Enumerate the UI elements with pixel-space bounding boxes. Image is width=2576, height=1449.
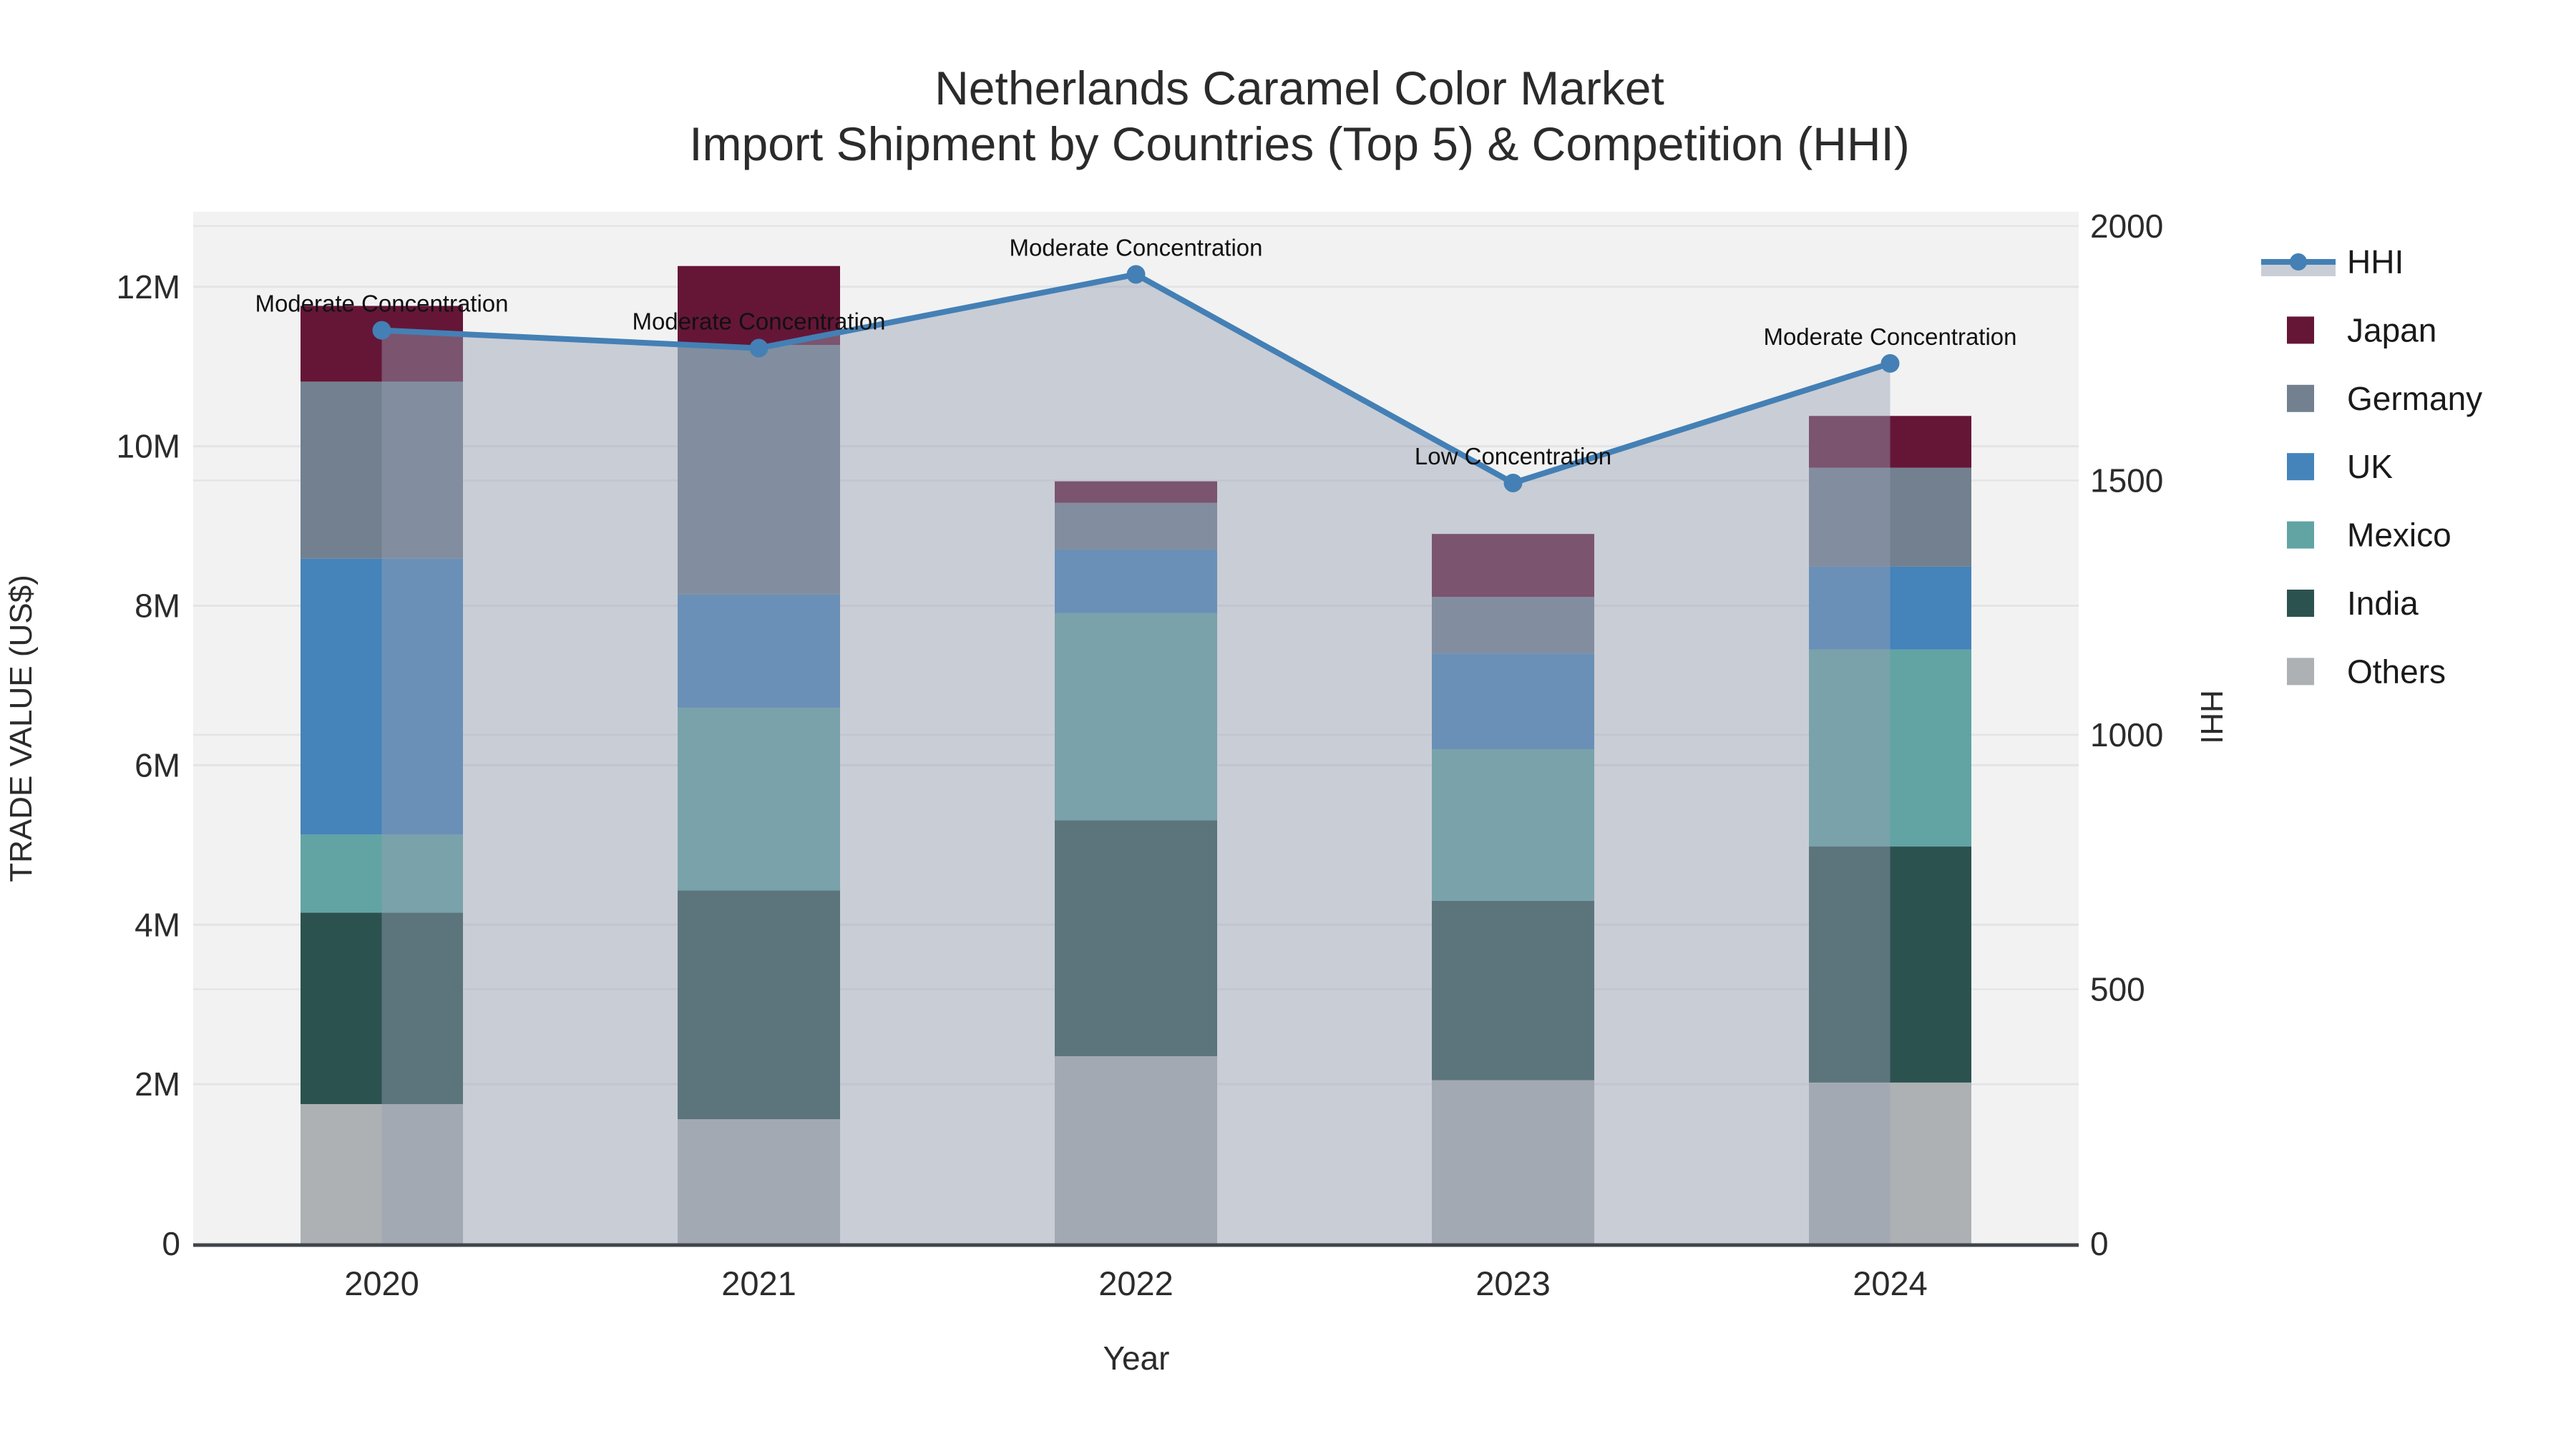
y-left-tick-10M: 10M — [117, 428, 180, 465]
legend-label-uk: UK — [2347, 448, 2393, 485]
x-tick-2024: 2024 — [1853, 1264, 1928, 1302]
chart-subtitle: Import Shipment by Countries (Top 5) & C… — [689, 117, 1910, 170]
hhi-marker-2021[interactable] — [749, 338, 769, 358]
y-right-tick-1000: 1000 — [2090, 716, 2163, 753]
y-left-tick-0: 0 — [162, 1225, 180, 1262]
legend-item-japan[interactable]: Japan — [2287, 311, 2436, 348]
y-left-tick-8M: 8M — [135, 587, 180, 625]
bar-segment-uk-2022[interactable] — [1055, 550, 1217, 613]
bar-segment-japan-2024[interactable] — [1809, 416, 1971, 468]
x-tick-2022: 2022 — [1098, 1264, 1174, 1302]
hhi-marker-2023[interactable] — [1503, 473, 1523, 492]
bar-segment-mexico-2020[interactable] — [301, 834, 463, 913]
legend: HHI Japan Germany UK Mexico India Others — [2261, 243, 2482, 690]
legend-item-india[interactable]: India — [2287, 585, 2419, 622]
x-tick-2021: 2021 — [721, 1264, 796, 1302]
bar-segment-japan-2022[interactable] — [1055, 481, 1217, 503]
y-left-tick-2M: 2M — [135, 1065, 180, 1103]
annotation-2023: Low Concentration — [1415, 443, 1611, 469]
legend-swatch-india-icon — [2287, 590, 2314, 617]
bar-stacks — [301, 265, 1971, 1244]
plot-area: Moderate Concentration Moderate Concentra… — [117, 208, 2164, 1302]
chart-title: Netherlands Caramel Color Market — [935, 62, 1664, 114]
y-left-tick-6M: 6M — [135, 746, 180, 784]
hhi-marker-2022[interactable] — [1126, 265, 1146, 284]
legend-item-hhi[interactable]: HHI — [2261, 243, 2404, 280]
bar-segment-germany-2020[interactable] — [301, 381, 463, 559]
hhi-marker-2024[interactable] — [1880, 353, 1900, 373]
bar-segment-germany-2022[interactable] — [1055, 502, 1217, 550]
y-left-axis-title: TRADE VALUE (US$) — [4, 575, 39, 882]
bar-segment-uk-2023[interactable] — [1432, 653, 1594, 750]
legend-label-japan: Japan — [2347, 311, 2436, 348]
bar-segment-india-2021[interactable] — [678, 890, 840, 1120]
x-tick-2020: 2020 — [344, 1264, 419, 1302]
bar-segment-others-2020[interactable] — [301, 1103, 463, 1244]
hhi-area-fill — [381, 274, 1890, 1244]
bar-segment-uk-2024[interactable] — [1809, 566, 1971, 650]
bar-segment-mexico-2021[interactable] — [678, 708, 840, 891]
bar-segment-others-2024[interactable] — [1809, 1082, 1971, 1244]
annotation-2022: Moderate Concentration — [1009, 234, 1262, 260]
legend-swatch-others-icon — [2287, 658, 2314, 686]
legend-swatch-japan-icon — [2287, 316, 2314, 344]
bar-segment-mexico-2024[interactable] — [1809, 649, 1971, 847]
bar-segment-india-2024[interactable] — [1809, 847, 1971, 1083]
y-right-tick-2000: 2000 — [2090, 208, 2163, 245]
y-left-tick-4M: 4M — [135, 906, 180, 943]
bar-segment-uk-2021[interactable] — [678, 594, 840, 708]
legend-item-uk[interactable]: UK — [2287, 448, 2393, 485]
bar-segment-others-2021[interactable] — [678, 1119, 840, 1244]
legend-item-germany[interactable]: Germany — [2287, 380, 2482, 417]
legend-label-germany: Germany — [2347, 380, 2482, 417]
bar-segment-others-2023[interactable] — [1432, 1080, 1594, 1244]
legend-swatch-mexico-icon — [2287, 521, 2314, 549]
legend-label-others: Others — [2347, 653, 2446, 690]
bar-segment-uk-2020[interactable] — [301, 558, 463, 835]
hhi-marker-2020[interactable] — [372, 321, 391, 340]
legend-swatch-germany-icon — [2287, 384, 2314, 412]
legend-hhi-marker-icon — [2290, 253, 2307, 270]
bar-segment-others-2022[interactable] — [1055, 1056, 1217, 1244]
legend-swatch-uk-icon — [2287, 453, 2314, 481]
bar-segment-mexico-2023[interactable] — [1432, 749, 1594, 901]
bar-segment-germany-2021[interactable] — [678, 345, 840, 595]
legend-label-india: India — [2347, 585, 2419, 622]
bar-segment-india-2023[interactable] — [1432, 900, 1594, 1080]
bar-segment-india-2020[interactable] — [301, 912, 463, 1104]
y-right-tick-0: 0 — [2090, 1225, 2109, 1262]
legend-label-mexico: Mexico — [2347, 517, 2451, 554]
bar-segment-germany-2023[interactable] — [1432, 597, 1594, 654]
bar-segment-germany-2024[interactable] — [1809, 467, 1971, 567]
bar-segment-japan-2021[interactable] — [678, 265, 840, 346]
bar-segment-india-2022[interactable] — [1055, 820, 1217, 1057]
bar-segment-japan-2020[interactable] — [301, 306, 463, 382]
legend-item-others[interactable]: Others — [2287, 653, 2446, 690]
annotation-2021: Moderate Concentration — [632, 308, 885, 335]
legend-label-hhi: HHI — [2347, 243, 2404, 280]
y-right-tick-1500: 1500 — [2090, 462, 2163, 499]
x-axis-title: Year — [1103, 1340, 1170, 1377]
y-right-axis-title: HHI — [2194, 690, 2229, 744]
x-tick-2023: 2023 — [1475, 1264, 1551, 1302]
y-right-tick-500: 500 — [2090, 970, 2145, 1008]
y-left-tick-12M: 12M — [117, 268, 180, 306]
bar-segment-mexico-2022[interactable] — [1055, 613, 1217, 821]
legend-item-mexico[interactable]: Mexico — [2287, 517, 2451, 554]
annotation-2024: Moderate Concentration — [1763, 323, 2016, 350]
bar-segment-japan-2023[interactable] — [1432, 534, 1594, 597]
annotation-2020: Moderate Concentration — [255, 291, 508, 317]
